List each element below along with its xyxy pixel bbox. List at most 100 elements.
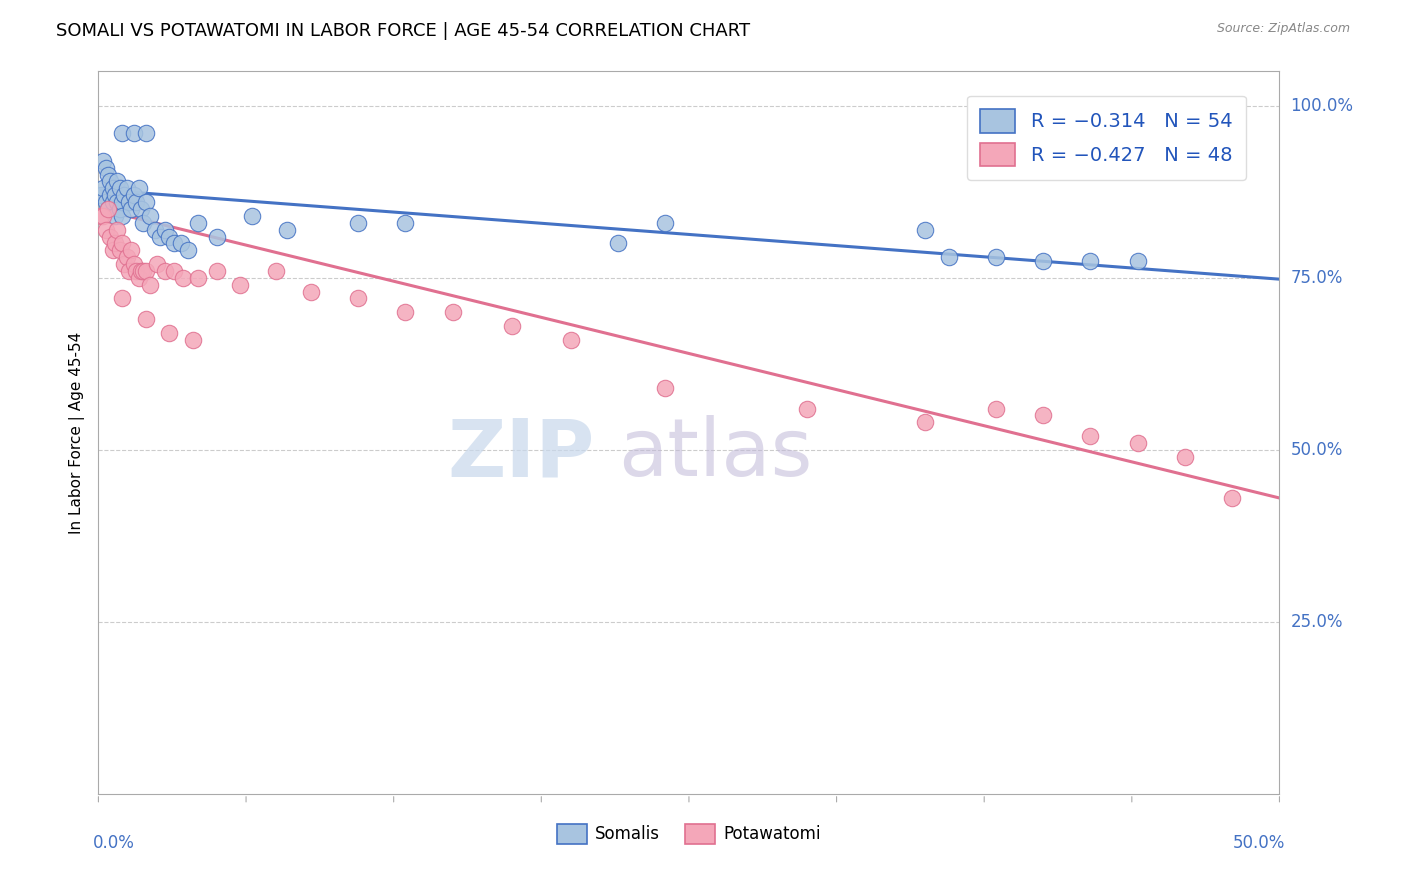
Point <box>1220 491 1243 505</box>
Point <box>394 305 416 319</box>
Point <box>91 153 114 168</box>
Point <box>157 326 180 340</box>
Point <box>153 222 176 236</box>
Point <box>135 312 157 326</box>
Point <box>347 216 370 230</box>
Point <box>105 174 128 188</box>
Point <box>149 229 172 244</box>
Text: 50.0%: 50.0% <box>1291 441 1343 458</box>
Point <box>98 174 121 188</box>
Legend: Somalis, Potawatomi: Somalis, Potawatomi <box>550 817 828 851</box>
Point <box>122 257 145 271</box>
Point <box>94 195 117 210</box>
Point <box>1080 253 1102 268</box>
Point <box>914 222 936 236</box>
Point <box>125 264 148 278</box>
Point <box>132 264 155 278</box>
Point <box>501 318 523 333</box>
Point <box>90 188 112 202</box>
Point <box>111 126 134 140</box>
Point <box>1126 436 1149 450</box>
Point <box>91 181 114 195</box>
Point <box>607 236 630 251</box>
Point <box>105 195 128 210</box>
Point <box>187 270 209 285</box>
Point <box>938 250 960 264</box>
Text: Source: ZipAtlas.com: Source: ZipAtlas.com <box>1216 22 1350 36</box>
Point <box>97 168 120 182</box>
Point <box>157 229 180 244</box>
Text: 100.0%: 100.0% <box>1291 96 1354 115</box>
Text: ZIP: ZIP <box>447 416 595 493</box>
Point <box>163 236 186 251</box>
Point <box>118 264 141 278</box>
Point <box>98 229 121 244</box>
Point <box>108 202 131 216</box>
Text: 25.0%: 25.0% <box>1291 613 1343 631</box>
Point <box>94 222 117 236</box>
Point <box>163 264 186 278</box>
Point <box>205 264 228 278</box>
Point <box>122 126 145 140</box>
Point <box>276 222 298 236</box>
Point <box>347 292 370 306</box>
Text: 50.0%: 50.0% <box>1233 834 1285 852</box>
Text: 0.0%: 0.0% <box>93 834 135 852</box>
Point <box>264 264 287 278</box>
Point <box>240 209 263 223</box>
Point <box>112 188 135 202</box>
Point <box>129 202 152 216</box>
Point <box>143 222 166 236</box>
Point <box>135 126 157 140</box>
Point <box>172 270 194 285</box>
Point <box>128 270 150 285</box>
Point <box>299 285 322 299</box>
Point <box>90 209 112 223</box>
Point <box>115 181 138 195</box>
Point <box>111 209 134 223</box>
Point <box>98 188 121 202</box>
Point <box>104 236 127 251</box>
Point <box>101 181 124 195</box>
Point <box>104 188 127 202</box>
Point <box>187 216 209 230</box>
Point <box>97 202 120 216</box>
Point <box>177 244 200 258</box>
Point <box>914 415 936 429</box>
Point <box>153 264 176 278</box>
Point <box>1080 429 1102 443</box>
Point <box>108 244 131 258</box>
Point <box>984 401 1007 416</box>
Point <box>129 264 152 278</box>
Point <box>111 292 134 306</box>
Point <box>108 181 131 195</box>
Point <box>91 209 114 223</box>
Point <box>121 244 143 258</box>
Point <box>139 277 162 292</box>
Point <box>112 257 135 271</box>
Point <box>118 195 141 210</box>
Point <box>135 264 157 278</box>
Point <box>132 216 155 230</box>
Point <box>205 229 228 244</box>
Point <box>111 195 134 210</box>
Point <box>105 222 128 236</box>
Point <box>441 305 464 319</box>
Point <box>111 236 134 251</box>
Point <box>654 216 676 230</box>
Point <box>796 401 818 416</box>
Point <box>125 195 148 210</box>
Point <box>94 161 117 175</box>
Point <box>135 195 157 210</box>
Point <box>181 333 204 347</box>
Point <box>121 202 143 216</box>
Point <box>101 195 124 210</box>
Point <box>1032 253 1054 268</box>
Text: SOMALI VS POTAWATOMI IN LABOR FORCE | AGE 45-54 CORRELATION CHART: SOMALI VS POTAWATOMI IN LABOR FORCE | AG… <box>56 22 751 40</box>
Point <box>97 202 120 216</box>
Point <box>654 381 676 395</box>
Point <box>1174 450 1197 464</box>
Text: 75.0%: 75.0% <box>1291 268 1343 287</box>
Point <box>115 250 138 264</box>
Point <box>984 250 1007 264</box>
